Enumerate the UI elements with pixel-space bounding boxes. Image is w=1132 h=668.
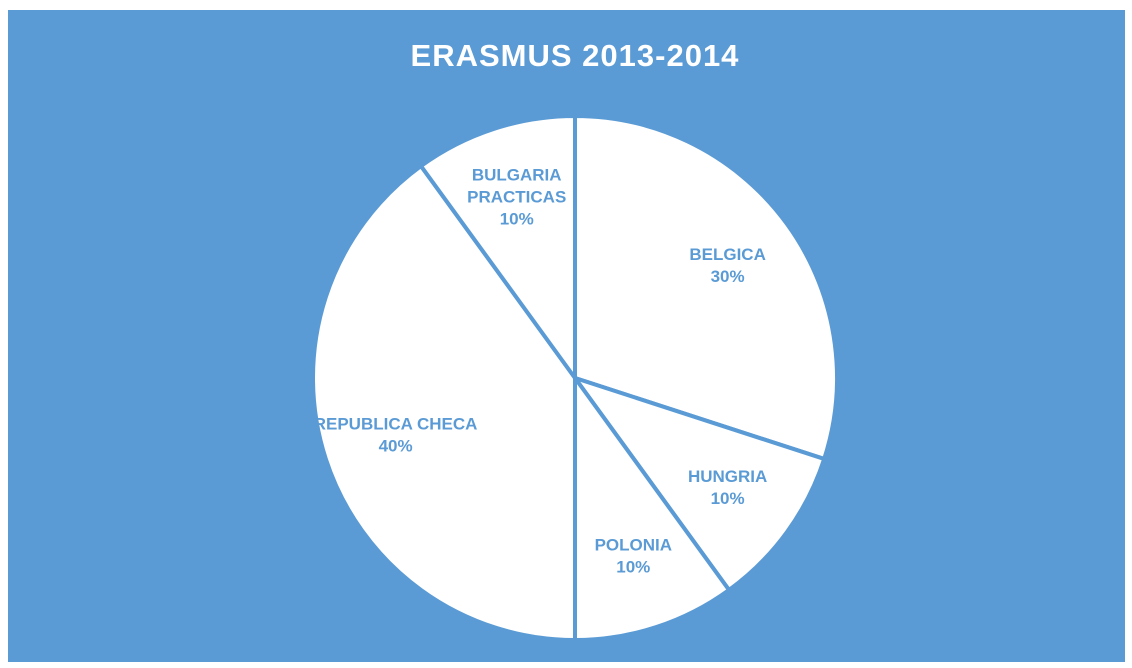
data-label: POLONIA 10% bbox=[595, 536, 672, 577]
value-label: 10% bbox=[616, 558, 650, 577]
value-label: 10% bbox=[500, 210, 534, 229]
data-label: HUNGRIA 10% bbox=[688, 467, 767, 508]
category-label-line: BULGARIA bbox=[472, 166, 562, 185]
pie-slice bbox=[573, 113, 839, 462]
data-label: REPUBLICA CHECA 40% bbox=[314, 415, 478, 456]
pie-slice bbox=[569, 374, 827, 593]
category-label: POLONIA bbox=[595, 536, 672, 555]
pie-slice bbox=[418, 113, 577, 385]
data-label: BULGARIA PRACTICAS 10% bbox=[467, 166, 566, 229]
pie-slice bbox=[573, 371, 732, 643]
value-label: 10% bbox=[711, 489, 745, 508]
value-label: 30% bbox=[711, 268, 745, 287]
chart-title: ERASMUS 2013-2014 bbox=[411, 38, 740, 73]
pie-slice bbox=[311, 163, 577, 643]
category-label: REPUBLICA CHECA bbox=[314, 415, 478, 434]
category-label-line: PRACTICAS bbox=[467, 188, 566, 207]
category-label: BELGICA bbox=[689, 246, 766, 265]
data-label: BELGICA 30% bbox=[689, 246, 766, 287]
category-label: HUNGRIA bbox=[688, 467, 767, 486]
value-label: 40% bbox=[379, 437, 413, 456]
